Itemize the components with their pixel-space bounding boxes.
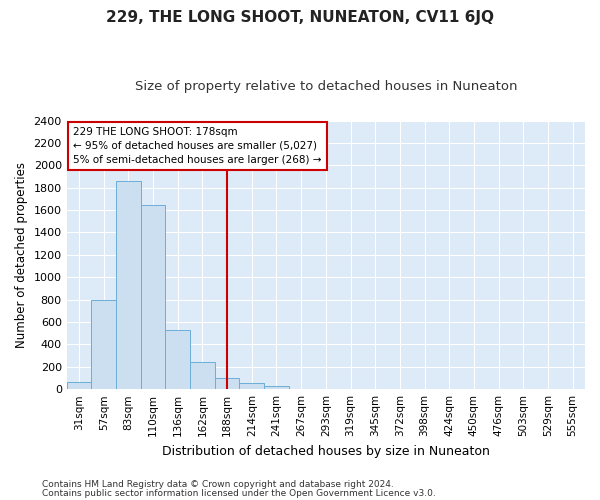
Title: Size of property relative to detached houses in Nuneaton: Size of property relative to detached ho…	[134, 80, 517, 93]
Bar	[166, 330, 190, 389]
Bar	[215, 378, 239, 389]
Bar	[264, 386, 289, 389]
Text: 229 THE LONG SHOOT: 178sqm
← 95% of detached houses are smaller (5,027)
5% of se: 229 THE LONG SHOOT: 178sqm ← 95% of deta…	[73, 126, 322, 164]
Bar	[91, 300, 116, 389]
Bar	[190, 362, 215, 389]
Bar	[116, 181, 141, 389]
Text: Contains HM Land Registry data © Crown copyright and database right 2024.: Contains HM Land Registry data © Crown c…	[42, 480, 394, 489]
Bar	[239, 383, 264, 389]
Text: 229, THE LONG SHOOT, NUNEATON, CV11 6JQ: 229, THE LONG SHOOT, NUNEATON, CV11 6JQ	[106, 10, 494, 25]
Y-axis label: Number of detached properties: Number of detached properties	[15, 162, 28, 348]
Text: Contains public sector information licensed under the Open Government Licence v3: Contains public sector information licen…	[42, 488, 436, 498]
Bar	[141, 204, 166, 389]
Bar	[67, 382, 91, 389]
X-axis label: Distribution of detached houses by size in Nuneaton: Distribution of detached houses by size …	[162, 444, 490, 458]
